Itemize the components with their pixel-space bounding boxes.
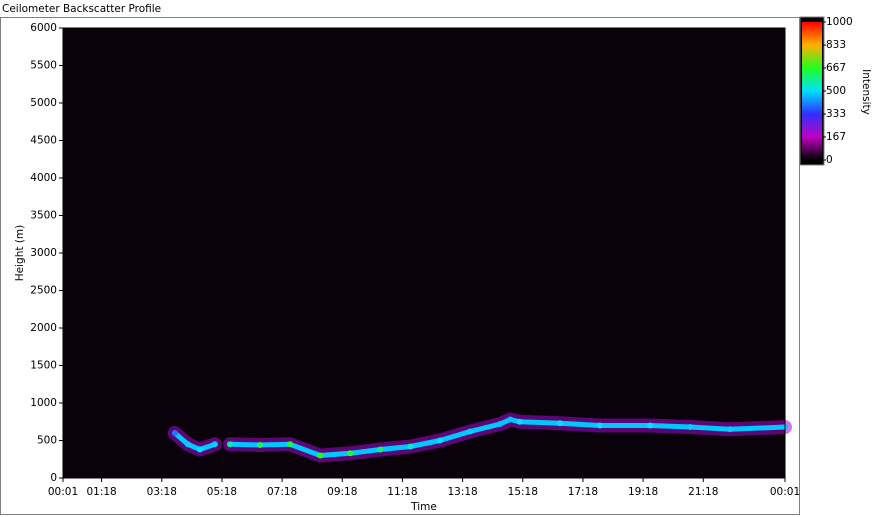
y-tick-label: 1000 <box>30 397 57 409</box>
x-axis-label: Time <box>410 501 437 513</box>
colorbar-tick-label: 667 <box>826 62 846 74</box>
cloud-point <box>196 446 203 453</box>
x-tick-label: 00:01 <box>770 486 800 498</box>
panel-frame <box>0 17 800 515</box>
y-tick-label: 4500 <box>30 135 57 147</box>
plot-area <box>63 28 785 478</box>
y-tick-label: 500 <box>37 435 57 447</box>
x-tick-label: 00:01 <box>48 486 78 498</box>
cloud-point <box>516 418 523 425</box>
x-tick-label: 21:18 <box>688 486 718 498</box>
x-tick-label: 01:18 <box>86 486 116 498</box>
x-tick-label: 17:18 <box>568 486 598 498</box>
cloud-point <box>556 420 563 427</box>
cloud-point <box>171 430 178 436</box>
chart-title: Ceilometer Backscatter Profile <box>2 3 161 15</box>
cloud-point <box>726 426 733 433</box>
colorbar-tick-label: 833 <box>826 39 846 51</box>
y-axis-label: Height (m) <box>14 225 26 281</box>
colorbar-tick-label: 500 <box>826 85 846 97</box>
cloud-point <box>467 428 474 435</box>
colorbar-tick-label: 333 <box>826 108 846 120</box>
colorbar <box>802 22 822 160</box>
y-tick-label: 6000 <box>30 22 57 34</box>
y-tick-label: 2500 <box>30 285 57 297</box>
cloud-point <box>497 421 504 427</box>
cloud-point <box>226 441 233 448</box>
cloud-point <box>507 416 514 423</box>
x-tick-label: 19:18 <box>628 486 658 498</box>
y-tick-label: 2000 <box>30 322 57 334</box>
cloud-point <box>347 450 354 457</box>
y-tick-label: 3500 <box>30 210 57 222</box>
cloud-point <box>257 442 264 448</box>
cloud-point <box>317 452 324 459</box>
colorbar-tick-label: 0 <box>826 154 833 166</box>
x-tick-label: 13:18 <box>447 486 477 498</box>
cloud-point <box>437 437 444 444</box>
colorbar-tick-label: 1000 <box>826 16 853 28</box>
y-tick-label: 3000 <box>30 247 57 259</box>
cloud-point <box>287 441 294 448</box>
y-tick-label: 5500 <box>30 60 57 72</box>
y-tick-label: 5000 <box>30 97 57 109</box>
x-tick-label: 07:18 <box>267 486 297 498</box>
cloud-point <box>687 424 694 430</box>
x-tick-label: 11:18 <box>387 486 417 498</box>
cloud-point <box>596 422 603 429</box>
colorbar-label: Intensity <box>860 69 872 115</box>
cloud-point <box>407 443 414 450</box>
cloud-point <box>647 422 654 429</box>
x-tick-label: 09:18 <box>327 486 357 498</box>
x-tick-label: 03:18 <box>147 486 177 498</box>
y-tick-label: 4000 <box>30 172 57 184</box>
x-tick-label: 05:18 <box>207 486 237 498</box>
colorbar-tick-label: 167 <box>826 131 846 143</box>
cloud-point <box>184 441 191 448</box>
x-tick-label: 15:18 <box>508 486 538 498</box>
cloud-point <box>211 441 218 448</box>
y-tick-label: 1500 <box>30 360 57 372</box>
cloud-point <box>377 446 384 453</box>
y-tick-label: 0 <box>50 472 57 484</box>
cloud-line <box>172 417 788 458</box>
